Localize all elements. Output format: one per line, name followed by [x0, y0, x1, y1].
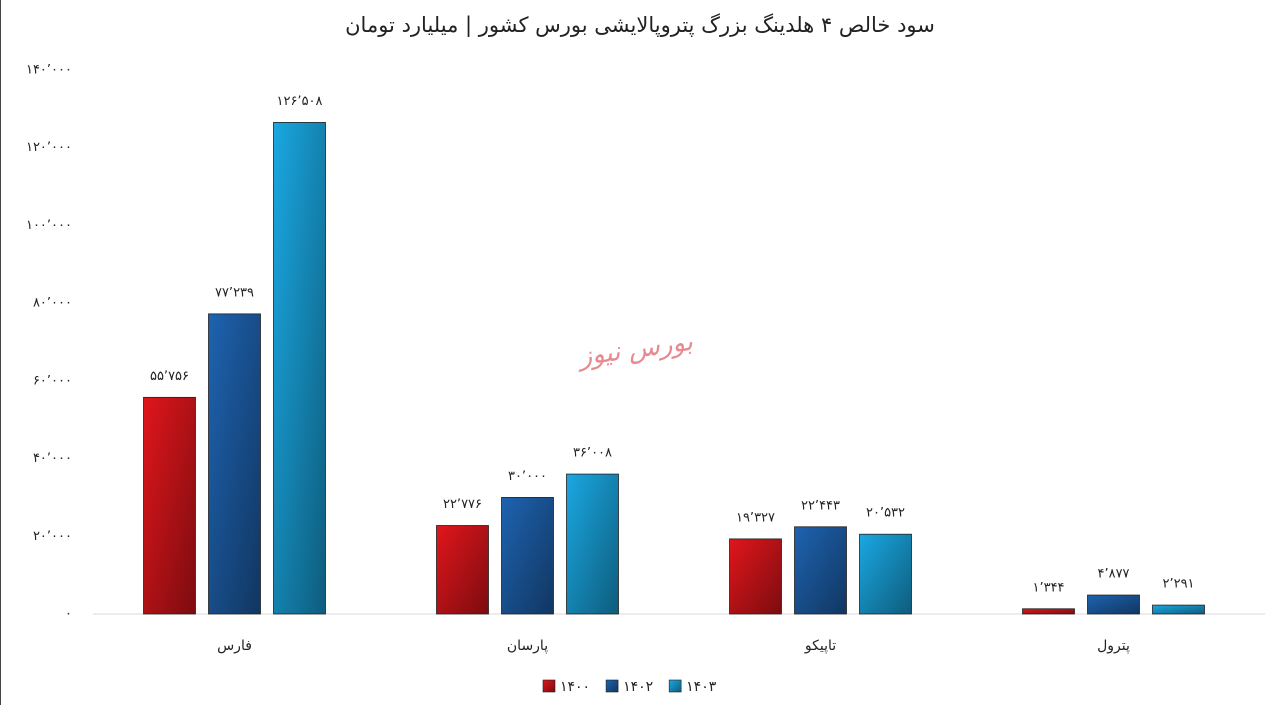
legend-swatch	[668, 679, 682, 693]
value-label: ۲۲٬۴۴۳	[801, 498, 840, 513]
y-tick-label: ۱۲۰٬۰۰۰	[26, 140, 72, 155]
y-tick-label: ۲۰٬۰۰۰	[33, 529, 72, 544]
bar	[566, 473, 619, 615]
y-tick-label: ۱۴۰٬۰۰۰	[26, 63, 72, 78]
y-tick-label: ۰	[65, 607, 72, 622]
value-label: ۱٬۳۴۴	[1032, 580, 1064, 595]
value-label: ۴٬۸۷۷	[1097, 567, 1129, 582]
value-label: ۱۲۶٬۵۰۸	[276, 94, 322, 109]
x-tick-label: پارسان	[507, 638, 548, 654]
value-label: ۱۹٬۳۲۷	[736, 510, 775, 525]
value-label: ۲۰٬۵۳۲	[866, 506, 905, 521]
bar	[1022, 608, 1075, 615]
bar	[501, 497, 554, 615]
value-label: ۷۷٬۲۳۹	[215, 285, 254, 300]
bar	[1152, 604, 1205, 615]
chart-title: سود خالص ۴ هلدینگ بزرگ پتروپالایشی بورس …	[345, 13, 935, 38]
bar	[208, 313, 261, 615]
legend-label: ۱۴۰۰	[560, 679, 590, 695]
y-tick-label: ۶۰٬۰۰۰	[33, 373, 72, 388]
bar	[1087, 594, 1140, 615]
legend-label: ۱۴۰۳	[686, 679, 717, 695]
y-tick-label: ۱۰۰٬۰۰۰	[26, 218, 72, 233]
value-label: ۲۲٬۷۷۶	[443, 497, 482, 512]
value-label: ۳۰٬۰۰۰	[508, 469, 547, 484]
y-tick-label: ۴۰٬۰۰۰	[33, 451, 72, 466]
value-label: ۵۵٬۷۵۶	[150, 369, 189, 384]
bar	[859, 533, 912, 615]
legend-label: ۱۴۰۲	[623, 679, 653, 695]
x-tick-label: فارس	[217, 638, 252, 654]
legend-swatch	[542, 679, 556, 693]
y-tick-label: ۸۰٬۰۰۰	[33, 296, 72, 311]
x-tick-label: تاپیکو	[804, 638, 836, 654]
bar	[729, 538, 782, 615]
x-tick-label: پترول	[1097, 638, 1130, 654]
value-label: ۲٬۲۹۱	[1162, 577, 1194, 592]
legend-swatch	[605, 679, 619, 693]
value-label: ۳۶٬۰۰۸	[573, 446, 612, 461]
bar	[273, 122, 326, 615]
bar	[794, 526, 847, 615]
bar	[143, 396, 196, 615]
bar	[436, 525, 489, 615]
watermark: بورس نیوز	[574, 327, 694, 373]
